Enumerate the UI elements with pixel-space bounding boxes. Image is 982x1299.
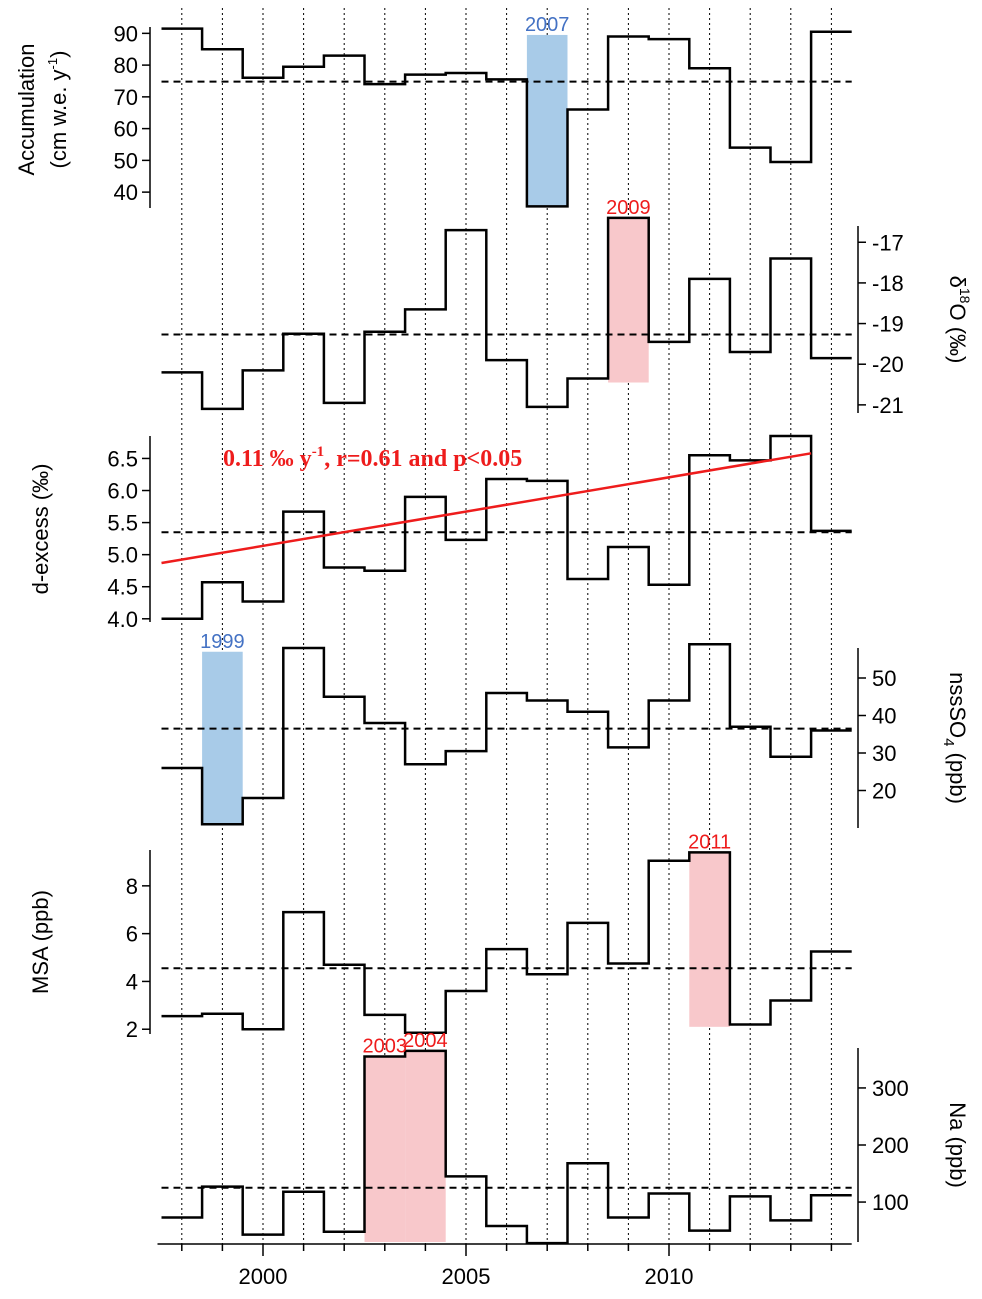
d18o-y-tick-label: -19 (872, 312, 904, 337)
trend-line (161, 452, 812, 565)
x-axis: 2000 2005 2010 (157, 1243, 852, 1289)
accumulation-y-tick-label: 40 (114, 180, 138, 205)
year-gridlines (181, 8, 832, 1244)
na-y-title: Na (ppb) (945, 1102, 970, 1188)
msa-step-series (161, 851, 852, 1035)
d18o-y-tick-label: -18 (872, 271, 904, 296)
na-y-tick-label: 300 (872, 1076, 909, 1101)
accumulation-panel: 2007 40 50 60 70 80 90 Accumulation (cm w.e. y-1… (14, 14, 852, 208)
highlight-bar-2003 (364, 1056, 406, 1242)
nsso4-y-tick-label: 30 (872, 741, 896, 766)
event-label-2011: 2011 (688, 831, 731, 853)
nsso4-y-tick-label: 50 (872, 666, 896, 691)
nsso4-y-tick-label: 40 (872, 704, 896, 729)
accumulation-y-title: Accumulation (14, 43, 39, 175)
dexcess-y-tick-label: 5.0 (107, 543, 138, 568)
d18o-panel: 2009 -17 -18 -19 -20 -21 δ18O (‰) (161, 197, 973, 418)
msa-y-tick-label: 8 (126, 874, 138, 899)
dexcess-step-series (161, 434, 852, 621)
nsso4-y-tick-label: 20 (872, 779, 896, 804)
event-label-2004: 2004 (403, 1030, 448, 1052)
accumulation-y-tick-label: 60 (114, 117, 138, 142)
dexcess-panel: 0.11 ‰ y-1, r=0.61 and p<0.05 4.0 4.5 5.0 5.… (28, 434, 852, 632)
panels: 2007 40 50 60 70 80 90 Accumulation (cm w.e. y-1… (14, 14, 973, 1245)
event-label-2009: 2009 (606, 197, 651, 219)
dexcess-y-tick-label: 6.0 (107, 479, 138, 504)
accumulation-y-tick-label: 90 (114, 21, 138, 46)
x-tick-label: 2000 (239, 1264, 288, 1289)
accumulation-y-tick-label: 70 (114, 85, 138, 110)
accumulation-y-tick-label: 50 (114, 148, 138, 173)
event-label-1999: 1999 (200, 631, 245, 653)
msa-y-tick-label: 6 (126, 922, 138, 947)
event-label-2007: 2007 (525, 14, 570, 36)
dexcess-y-tick-label: 5.5 (107, 511, 138, 536)
highlight-bar-2004 (405, 1050, 446, 1242)
na-step-series (161, 1049, 852, 1245)
d18o-y-title: δ18O (‰) (945, 276, 973, 364)
msa-y-tick-label: 2 (126, 1017, 138, 1042)
na-y-tick-label: 100 (872, 1190, 909, 1215)
highlight-bar-2007 (526, 34, 568, 207)
x-tick-label: 2005 (442, 1264, 491, 1289)
x-tick-label: 2010 (645, 1264, 694, 1289)
nsso4-y-title: nssSO4 (ppb) (940, 672, 970, 804)
nsso4-step-series (161, 643, 852, 826)
highlight-bar-2009 (608, 217, 649, 383)
dexcess-y-tick-label: 6.5 (107, 446, 138, 471)
event-label-2003: 2003 (363, 1036, 408, 1058)
d18o-y-tick-label: -17 (872, 230, 904, 255)
d18o-step-series (161, 216, 852, 411)
accumulation-y-units: (cm w.e. y-1) (45, 51, 71, 169)
highlight-bar-1999 (202, 651, 243, 825)
highlight-bar-2011 (689, 852, 730, 1027)
nsso4-panel: 1999 20 30 40 50 nssSO4 (ppb) (161, 631, 970, 828)
accumulation-step-series (161, 27, 852, 208)
accumulation-y-tick-label: 80 (114, 53, 138, 78)
dexcess-y-tick-label: 4.0 (107, 607, 138, 632)
msa-y-title: MSA (ppb) (28, 890, 53, 994)
trend-annotation: 0.11 ‰ y-1, r=0.61 and p<0.05 (223, 444, 522, 472)
d18o-y-tick-label: -21 (872, 393, 904, 418)
msa-panel: 2011 2 4 6 8 MSA (ppb) (28, 831, 852, 1042)
d18o-y-tick-label: -20 (872, 352, 904, 377)
na-y-tick-label: 200 (872, 1133, 909, 1158)
msa-y-tick-label: 4 (126, 969, 138, 994)
dexcess-y-tick-label: 4.5 (107, 575, 138, 600)
dexcess-y-title: d-excess (‰) (28, 464, 53, 595)
